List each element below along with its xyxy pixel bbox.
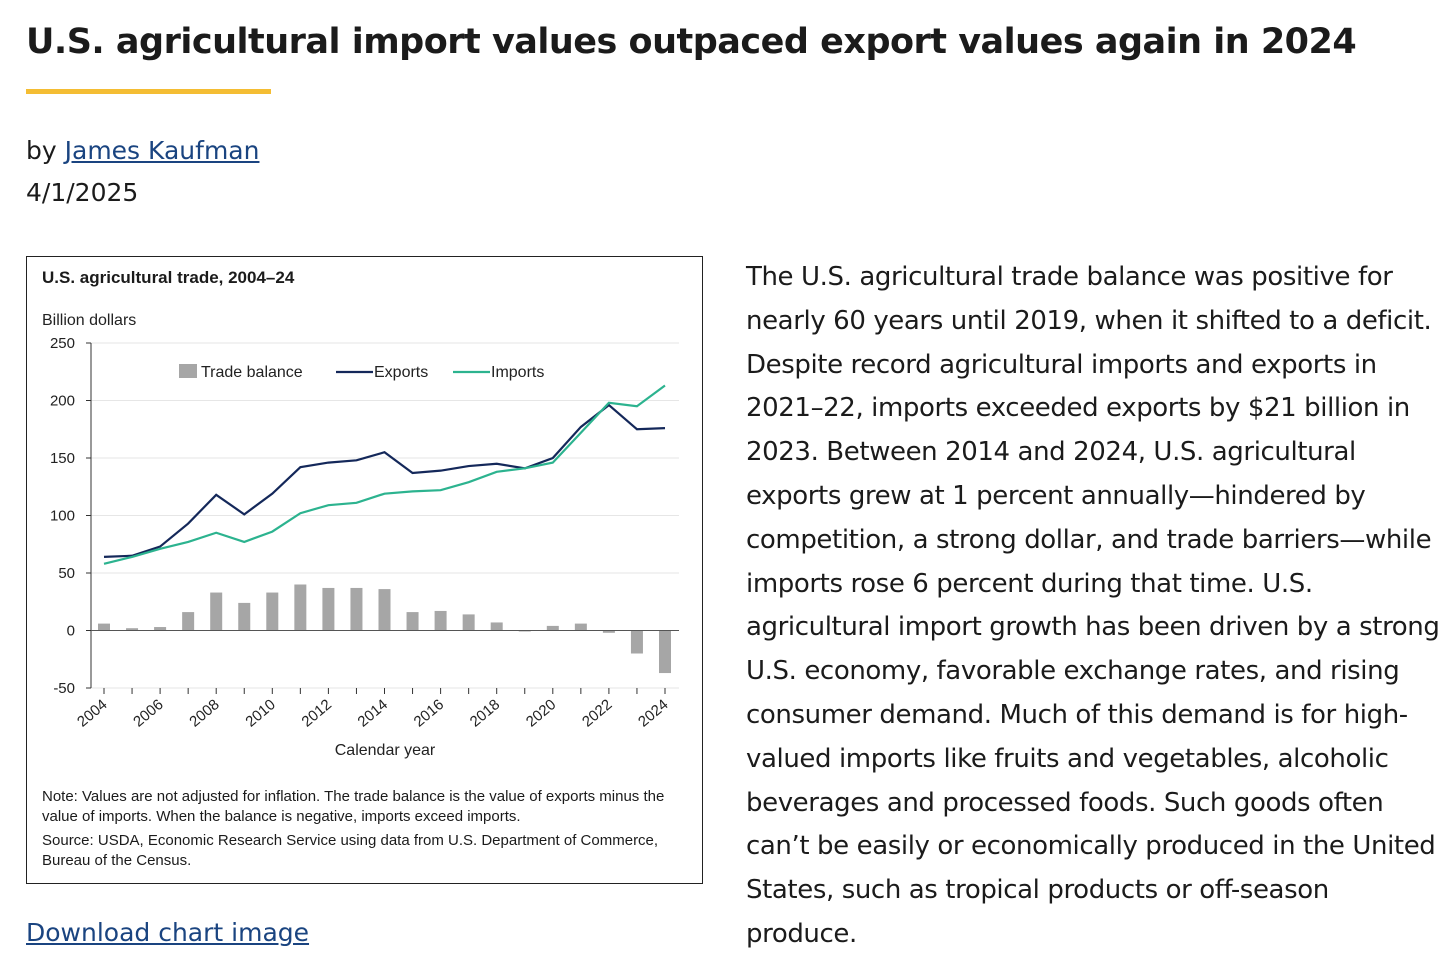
bar-trade-balance: [659, 630, 671, 674]
y-tick-label: 250: [50, 335, 75, 352]
x-axis-label: Calendar year: [335, 742, 436, 759]
line-exports: [103, 403, 666, 558]
chart-svg: Billion dollars -50 0 50 100 150 200 250 2004 200…: [42, 312, 679, 759]
x-tick-label: 2014: [355, 696, 391, 730]
bar-trade-balance: [406, 612, 419, 631]
y-tick-label: 100: [50, 508, 75, 525]
y-tick-label: -50: [53, 680, 75, 697]
x-tick-label: 2010: [242, 696, 278, 730]
y-tick-label: 150: [50, 450, 75, 467]
chart-note: Note: Values are not adjusted for inflat…: [42, 787, 682, 871]
y-tick-label: 50: [58, 565, 75, 582]
article-body: The U.S. agricultural trade balance was …: [746, 262, 1440, 949]
chart-title: U.S. agricultural trade, 2004–24: [42, 268, 295, 287]
legend-swatch-trade-balance: [179, 364, 197, 378]
x-tick-label: 2022: [579, 696, 615, 730]
legend-label-trade-balance: Trade balance: [201, 364, 303, 381]
bar-trade-balance: [574, 623, 587, 631]
publish-date: 4/1/2025: [26, 178, 139, 207]
source-text: Source: USDA, Economic Research Service …: [42, 832, 659, 869]
x-tick-label: 2006: [130, 696, 166, 730]
bar-trade-balance: [322, 587, 335, 631]
y-axis-label: Billion dollars: [42, 312, 136, 329]
bar-trade-balance: [98, 623, 110, 631]
bar-trade-balance: [490, 622, 503, 631]
chart-figure: U.S. agricultural trade, 2004–24 Billion…: [26, 256, 703, 884]
x-tick-label: 2012: [298, 696, 334, 730]
x-tick-label: 2020: [523, 696, 559, 730]
x-tick-label: 2024: [635, 696, 671, 730]
bar-trade-balance: [462, 614, 475, 631]
y-tick-label: 0: [67, 623, 75, 640]
bar-trade-balance: [378, 589, 391, 631]
page-title: U.S. agricultural import values outpaced…: [26, 22, 1357, 62]
by-label: by: [26, 136, 57, 165]
bar-trade-balance: [266, 592, 279, 631]
x-tick-label: 2016: [411, 696, 447, 730]
author-link[interactable]: James Kaufman: [64, 136, 260, 165]
bar-trade-balance: [546, 625, 559, 631]
download-chart-link[interactable]: Download chart image: [26, 918, 310, 947]
bar-trade-balance: [210, 592, 223, 631]
bar-trade-balance: [630, 630, 643, 654]
bar-trade-balance: [294, 584, 307, 631]
bar-trade-balance: [350, 587, 363, 631]
bar-trade-balance: [126, 628, 139, 631]
bar-trade-balance: [434, 610, 447, 631]
note-text: Note: Values are not adjusted for inflat…: [42, 788, 665, 825]
legend-label-exports: Exports: [374, 364, 428, 381]
byline: by James Kaufman: [26, 136, 259, 165]
x-tick-label: 2004: [74, 696, 110, 730]
bar-trade-balance: [182, 612, 195, 631]
line-imports: [103, 384, 666, 565]
legend-label-imports: Imports: [491, 364, 544, 381]
title-underline: [26, 89, 271, 94]
bar-trade-balance: [238, 602, 251, 631]
y-tick-label: 200: [50, 393, 75, 410]
bar-trade-balance: [602, 630, 615, 633]
bar-trade-balance: [154, 627, 167, 631]
x-tick-label: 2008: [186, 696, 222, 730]
x-tick-label: 2018: [467, 696, 503, 730]
